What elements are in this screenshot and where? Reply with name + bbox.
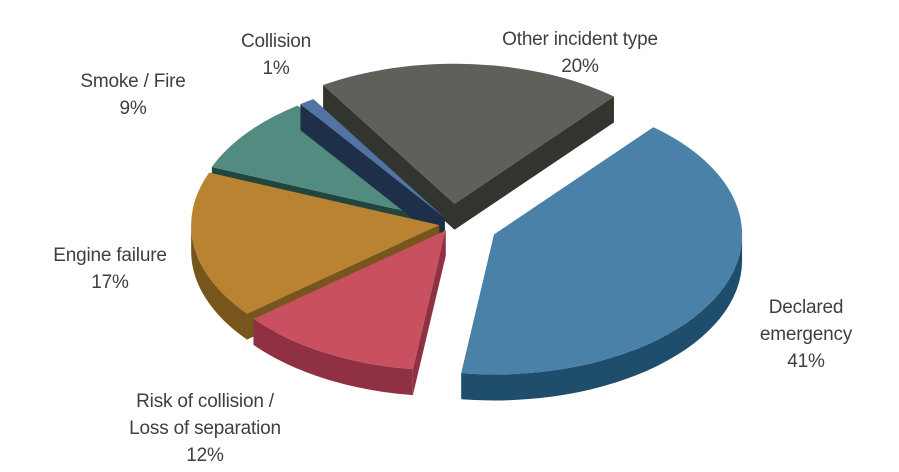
slice-label-declared-emergency: Declared emergency 41% <box>760 294 852 375</box>
pie-slice-face <box>323 85 455 230</box>
pie-slice-face <box>323 63 614 204</box>
slice-label-line: Loss of separation <box>129 418 281 439</box>
pie-slice-face <box>454 96 614 230</box>
pie-slice-face <box>253 318 413 396</box>
pie-slice-face <box>412 230 446 396</box>
slice-label-line: 12% <box>186 445 224 466</box>
pie-slice-face <box>461 234 743 401</box>
pie-slice-face <box>191 225 247 340</box>
slice-label-other-incident-type: Other incident type 20% <box>502 26 658 80</box>
slice-label-line: 17% <box>91 272 129 293</box>
slice-label-line: Other incident type <box>502 29 658 50</box>
slice-label-line: 9% <box>119 98 147 119</box>
pie-slice-face <box>191 172 440 314</box>
slice-label-line: 20% <box>561 56 599 77</box>
slice-label-line: 41% <box>787 351 825 372</box>
slice-label-risk-of-collision-loss-of-separation: Risk of collision / Loss of separation 12% <box>129 388 281 469</box>
pie-slice-risk-of-collision-loss-of-separation <box>253 230 446 396</box>
pie-slice-face <box>253 230 446 370</box>
slice-label-line: Collision <box>240 31 312 52</box>
slice-label-line: Declared <box>768 297 844 318</box>
slice-label-line: emergency <box>759 324 853 345</box>
slice-label-collision: Collision 1% <box>241 28 311 82</box>
pie-slice-face <box>461 127 743 375</box>
slice-label-line: Risk of collision / <box>136 391 274 412</box>
slice-label-smoke-fire: Smoke / Fire 9% <box>80 68 185 122</box>
pie-slice-face <box>300 99 445 218</box>
pie-slice-collision <box>300 99 445 244</box>
pie-slice-declared-emergency <box>461 127 743 401</box>
slice-label-line: Smoke / Fire <box>80 71 186 92</box>
slice-label-engine-failure: Engine failure 17% <box>53 242 167 296</box>
slice-label-line: Engine failure <box>53 245 167 266</box>
pie-slice-other-incident-type <box>323 63 614 230</box>
slice-label-line: 1% <box>262 58 290 79</box>
